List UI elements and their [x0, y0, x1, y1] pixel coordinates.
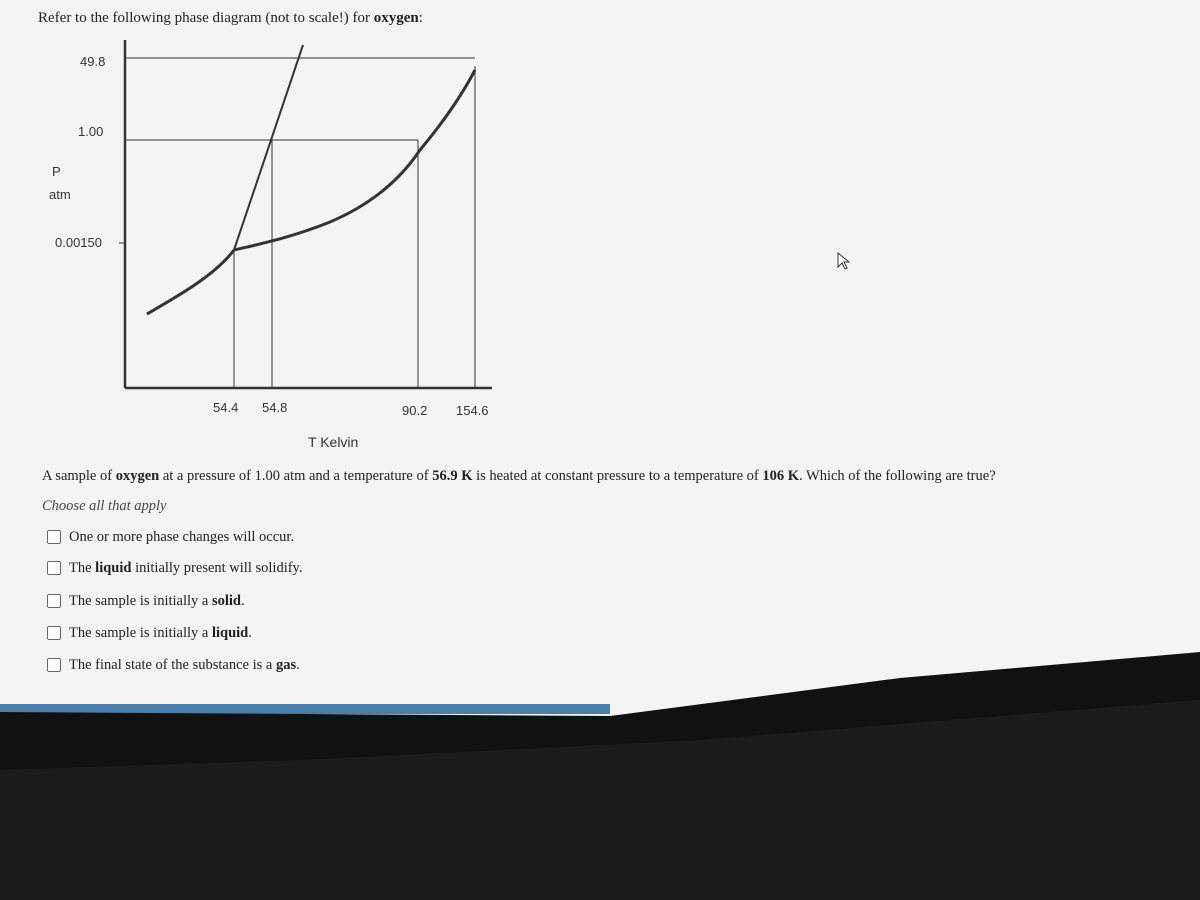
option-text: liquid [211, 624, 249, 641]
option-text: liquid [95, 559, 132, 576]
mouse-cursor [837, 251, 851, 270]
text: A sample of [42, 468, 116, 484]
option-text: solid [211, 592, 241, 609]
x-label: 54.4 [213, 400, 239, 415]
option: The final state of the substance is a ga… [47, 655, 300, 675]
sublimation-curve [146, 249, 236, 316]
text: . Which of the following are true? [799, 468, 996, 484]
x-label: 54.8 [262, 400, 288, 415]
instruction: Choose all that apply [42, 498, 167, 514]
checkbox[interactable] [47, 594, 61, 608]
option-text: The sample is initially a [69, 624, 212, 641]
option-text: . [248, 624, 252, 641]
y-label: 1.00 [78, 124, 104, 139]
text: oxygen [373, 10, 419, 26]
option-text: initially present will solidify. [131, 559, 303, 576]
text: 56.9 K [432, 468, 473, 484]
option: The liquid initially present will solidi… [47, 558, 302, 578]
option-text: The final state of the substance is a [69, 656, 276, 673]
option-text: . [296, 656, 300, 673]
intro-text: Refer to the following phase diagram (no… [38, 10, 423, 27]
option: The sample is initially a solid. [47, 591, 245, 611]
question-text: A sample of oxygen at a pressure of 1.00… [42, 468, 996, 485]
option-text: The sample is initially a [69, 592, 212, 609]
y-label: 0.00150 [55, 235, 102, 250]
checkbox[interactable] [47, 626, 61, 640]
vaporization-curve [233, 69, 477, 252]
text: : [418, 10, 423, 26]
screen-edge [0, 704, 610, 714]
text: 106 K [762, 468, 800, 484]
option: One or more phase changes will occur. [47, 527, 294, 547]
text: at a pressure of 1.00 atm and a temperat… [159, 468, 433, 484]
x-label: 90.2 [402, 403, 428, 418]
text: Refer to the following phase diagram (no… [38, 10, 374, 26]
checkbox[interactable] [47, 561, 61, 575]
option-text: One or more phase changes will occur. [69, 528, 295, 545]
option-text: gas [275, 656, 297, 673]
dark-foreground [0, 700, 1200, 900]
option: The sample is initially a liquid. [47, 623, 252, 643]
y-axis-title: P [52, 164, 61, 179]
x-axis-title: T Kelvin [308, 434, 359, 450]
text: oxygen [115, 468, 160, 484]
y-label: 49.8 [80, 54, 106, 69]
fusion-curve [233, 44, 304, 251]
text: is heated at constant pressure to a temp… [472, 468, 763, 484]
checkbox[interactable] [47, 658, 61, 672]
option-text: The [69, 559, 96, 576]
y-axis-title: atm [49, 187, 71, 202]
checkbox[interactable] [47, 530, 61, 544]
x-label: 154.6 [456, 403, 489, 418]
option-text: . [240, 592, 245, 609]
phase-diagram [119, 40, 492, 390]
